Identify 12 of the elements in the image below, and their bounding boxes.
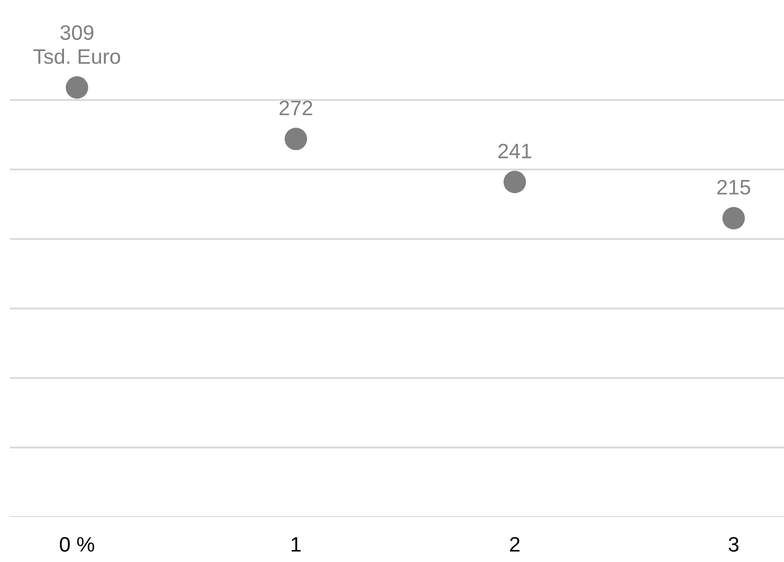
- point: [66, 76, 88, 99]
- x-tick-label: 0 %: [60, 536, 94, 552]
- data-label: 215: [717, 180, 750, 195]
- data-label: 241: [498, 144, 532, 158]
- x-tick-label: 3: [728, 536, 739, 552]
- x-tick-label: 2: [510, 536, 520, 552]
- point: [284, 128, 308, 150]
- point: [722, 206, 745, 230]
- data-label: 309 Tsd. Euro: [33, 25, 120, 64]
- point: [504, 170, 526, 194]
- x-tick-label: 1: [292, 537, 301, 552]
- data-label: 272: [280, 100, 312, 116]
